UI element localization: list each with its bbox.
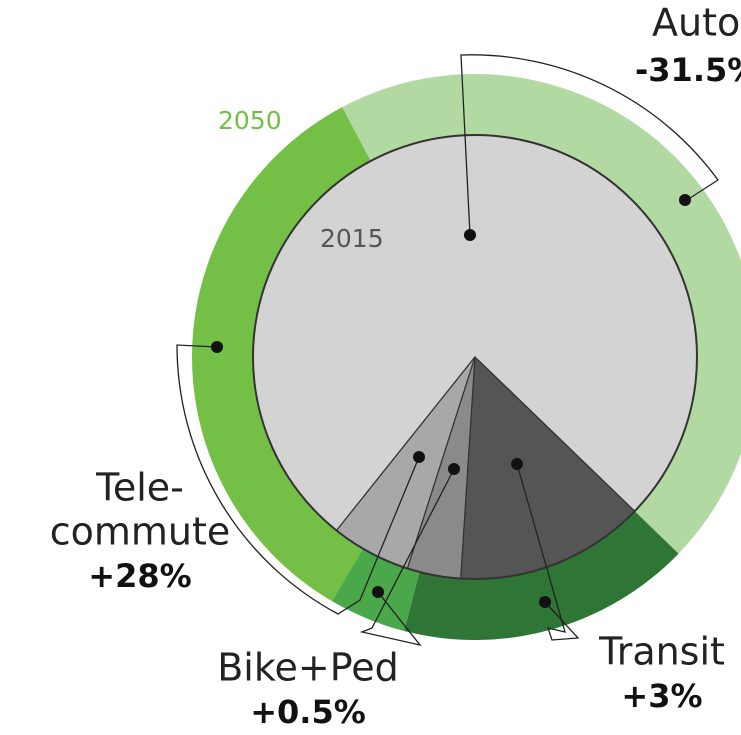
dot [448,463,460,475]
series-label: 2015 [320,224,384,253]
ring-segment [192,107,371,602]
series-label: 2050 [218,106,282,135]
change-label: +0.5% [250,693,366,731]
pie-outline [252,134,698,580]
category-label: Auto [652,1,740,45]
ring-segment [404,511,679,641]
category-label: commute [50,510,231,554]
category-label: Transit [598,630,725,674]
telecommute-leader [176,344,420,615]
category-label: Bike+Ped [217,646,399,690]
dot [539,596,551,608]
dot [211,341,223,353]
change-label: -31.5% [635,51,741,89]
change-label: +28% [88,557,191,595]
transit-leader [516,463,580,641]
leaders [176,54,719,647]
dot [464,229,476,241]
ring-segment [342,74,741,554]
dot [679,194,691,206]
bike-ped-leader [359,468,455,647]
dot [413,451,425,463]
dots [211,194,691,608]
dot [511,458,523,470]
change-label: +3% [621,677,702,715]
auto-leader [460,54,719,236]
dot [372,586,384,598]
rings [192,74,741,641]
category-label: Tele- [95,466,184,510]
